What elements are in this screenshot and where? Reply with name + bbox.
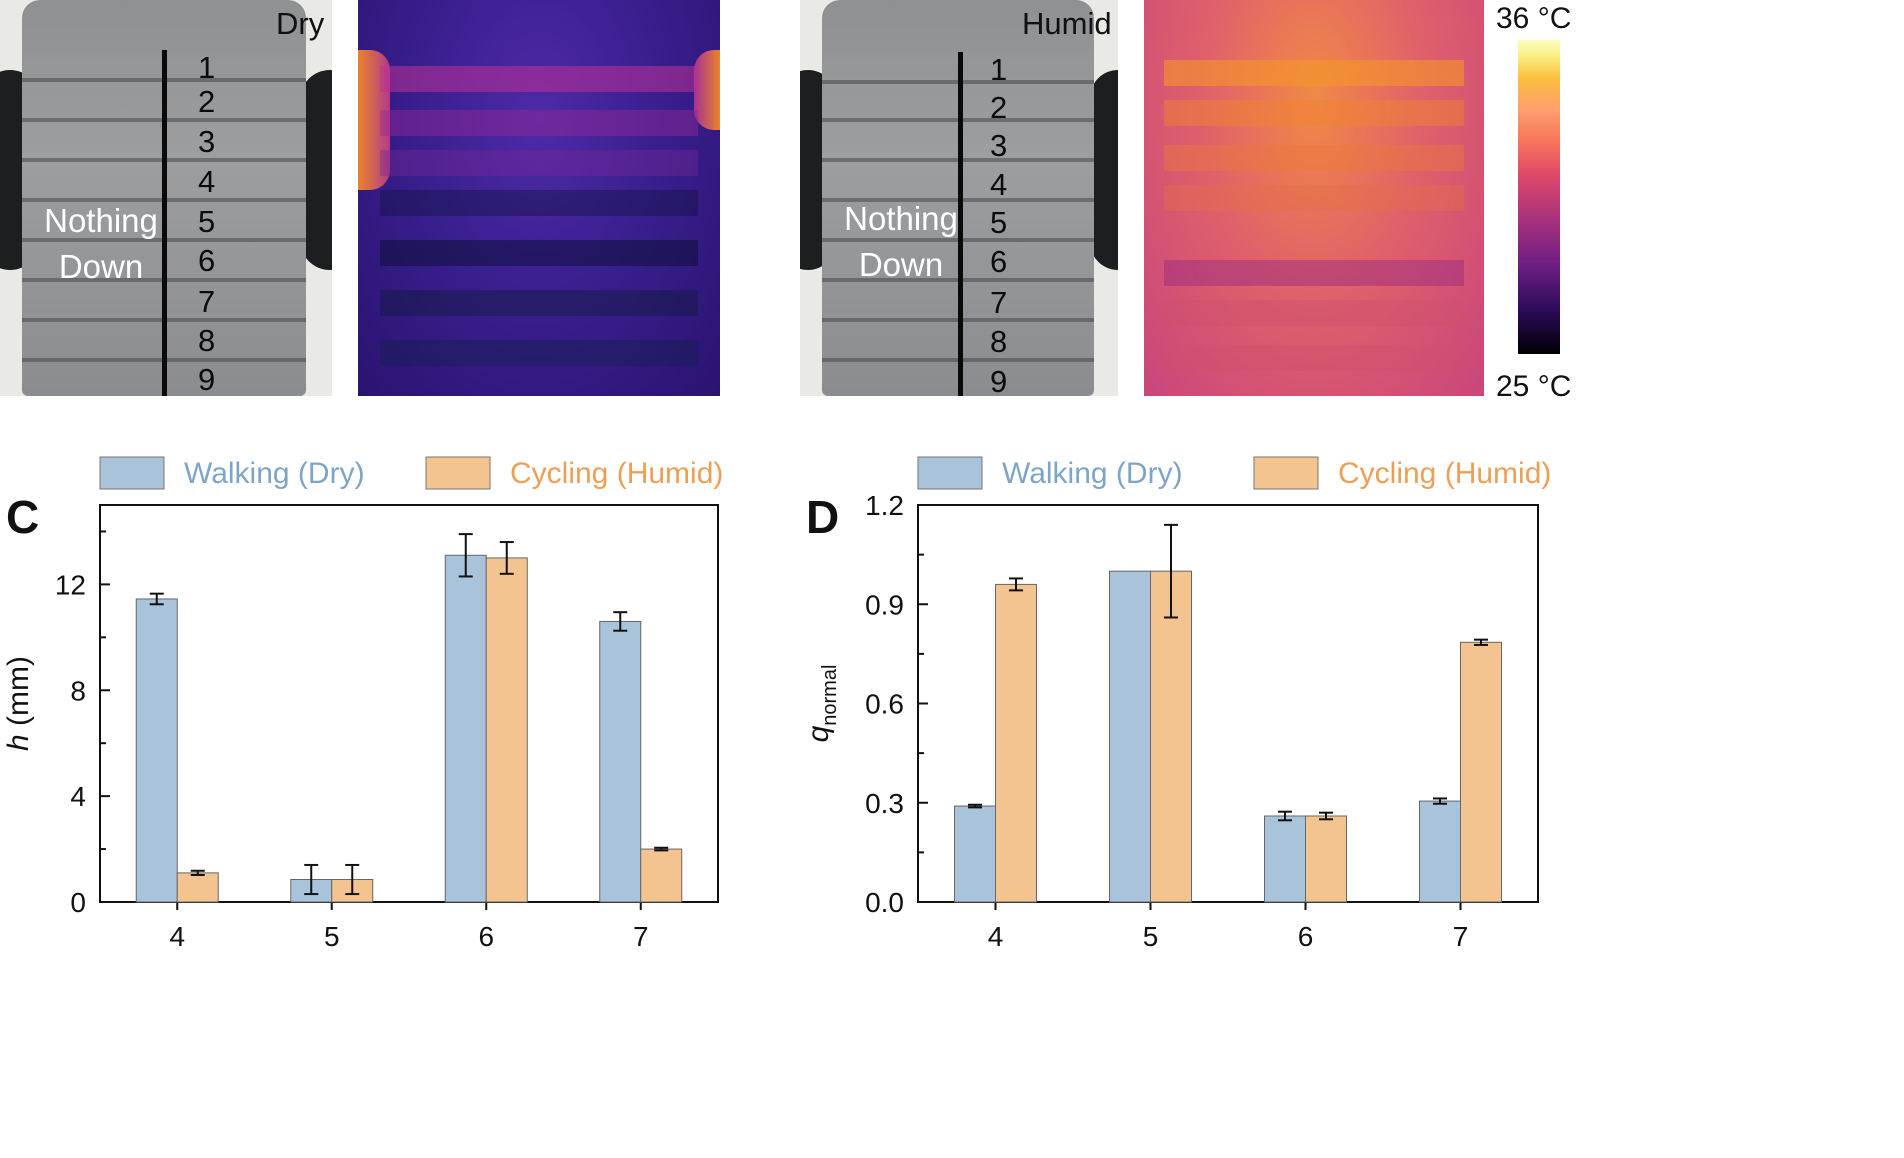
y-tick-label: 8 bbox=[70, 675, 86, 706]
bar-cycling-4 bbox=[995, 583, 1037, 903]
x-tick-label: 4 bbox=[169, 921, 185, 952]
y-tick-label: 0.3 bbox=[865, 788, 904, 819]
x-tick-label: 7 bbox=[633, 921, 649, 952]
bar-cycling-5 bbox=[1150, 570, 1192, 903]
bar-walking-7 bbox=[1419, 800, 1461, 903]
legend-swatch-cycling bbox=[425, 456, 491, 490]
nothing-down-label: Nothing Down bbox=[44, 202, 158, 285]
segment-number: 3 bbox=[198, 124, 216, 159]
legend-label-cycling: Cycling (Humid) bbox=[1338, 457, 1551, 490]
segment-number: 4 bbox=[990, 167, 1008, 202]
nothing-down-label: Nothing Down bbox=[844, 200, 958, 283]
vest-divider-line bbox=[958, 52, 963, 396]
legend-label-walking: Walking (Dry) bbox=[184, 457, 365, 490]
bar-cycling-4 bbox=[176, 872, 219, 903]
x-tick-label: 6 bbox=[478, 921, 494, 952]
right-arm bbox=[1090, 70, 1118, 270]
bar-cycling-7 bbox=[1460, 641, 1502, 903]
vest-divider-line bbox=[162, 50, 167, 396]
bar-cycling-6 bbox=[1305, 815, 1347, 903]
segment-number: 5 bbox=[198, 204, 216, 239]
bar-walking-6 bbox=[1264, 815, 1306, 903]
legend-label-cycling: Cycling (Humid) bbox=[510, 457, 723, 490]
segment-number: 9 bbox=[990, 364, 1008, 396]
y-tick-label: 0 bbox=[70, 887, 86, 918]
panel-c-letter: C bbox=[6, 491, 40, 543]
thermal-image-humid bbox=[1144, 0, 1484, 396]
bar-cycling-6 bbox=[485, 557, 528, 903]
bar-chart-h: Walking (Dry) Cycling (Humid) 0 4 8 12 4 5 6 7 h (… bbox=[2, 456, 723, 952]
segment-number: 1 bbox=[990, 52, 1008, 87]
segment-number: 3 bbox=[990, 128, 1008, 163]
segment-number: 5 bbox=[990, 205, 1008, 240]
legend-swatch-walking bbox=[99, 456, 165, 490]
y-axis-label: qnormal bbox=[802, 665, 841, 743]
y-tick-label: 0.9 bbox=[865, 589, 904, 620]
bar-walking-4 bbox=[954, 805, 996, 903]
bar-walking-5 bbox=[1109, 570, 1151, 903]
legend-swatch-cycling bbox=[1253, 456, 1319, 490]
x-tick-label: 5 bbox=[1143, 921, 1159, 952]
colorbar-max-label: 36 °C bbox=[1496, 2, 1572, 35]
vest-photo-dry: Dry Nothing Down 1 2 3 4 5 6 7 8 9 bbox=[0, 0, 332, 396]
x-tick-label: 4 bbox=[988, 921, 1004, 952]
segment-number: 6 bbox=[990, 244, 1008, 279]
x-tick-label: 6 bbox=[1298, 921, 1314, 952]
y-tick-label: 4 bbox=[70, 781, 86, 812]
segment-number: 2 bbox=[990, 90, 1008, 125]
y-tick-label: 1.2 bbox=[865, 490, 904, 521]
condition-label: Dry bbox=[276, 6, 325, 41]
legend-swatch-walking bbox=[917, 456, 983, 490]
plot-frame bbox=[99, 504, 719, 903]
segment-number: 7 bbox=[990, 285, 1008, 320]
x-tick-label: 5 bbox=[324, 921, 340, 952]
y-tick-label: 12 bbox=[55, 569, 86, 600]
segment-number: 6 bbox=[198, 243, 216, 278]
thermal-image-dry bbox=[358, 0, 720, 396]
segment-number: 8 bbox=[990, 324, 1008, 359]
segment-number: 1 bbox=[198, 50, 216, 85]
y-tick-label: 0.0 bbox=[865, 887, 904, 918]
bar-walking-4 bbox=[135, 598, 178, 903]
segment-number: 7 bbox=[198, 284, 216, 319]
segment-number: 8 bbox=[198, 323, 216, 358]
segment-number: 9 bbox=[198, 362, 216, 396]
y-axis-label: h (mm) bbox=[2, 656, 35, 751]
panel-d-letter: D bbox=[806, 491, 840, 543]
vest-photo-humid: Humid Nothing Down 1 2 3 4 5 6 7 8 9 bbox=[800, 0, 1118, 396]
bar-walking-7 bbox=[599, 620, 642, 903]
segment-number: 2 bbox=[198, 84, 216, 119]
bar-cycling-7 bbox=[640, 848, 683, 903]
legend-label-walking: Walking (Dry) bbox=[1002, 457, 1183, 490]
x-tick-label: 7 bbox=[1453, 921, 1469, 952]
condition-label: Humid bbox=[1022, 6, 1112, 41]
bar-chart-q-normal: Walking (Dry) Cycling (Humid) 0.0 0.3 0.6 0.9… bbox=[802, 456, 1551, 952]
segment-number: 4 bbox=[198, 164, 216, 199]
y-tick-label: 0.6 bbox=[865, 689, 904, 720]
bar-walking-6 bbox=[444, 554, 487, 903]
colorbar-min-label: 25 °C bbox=[1496, 370, 1572, 403]
temperature-colorbar bbox=[1518, 40, 1560, 354]
